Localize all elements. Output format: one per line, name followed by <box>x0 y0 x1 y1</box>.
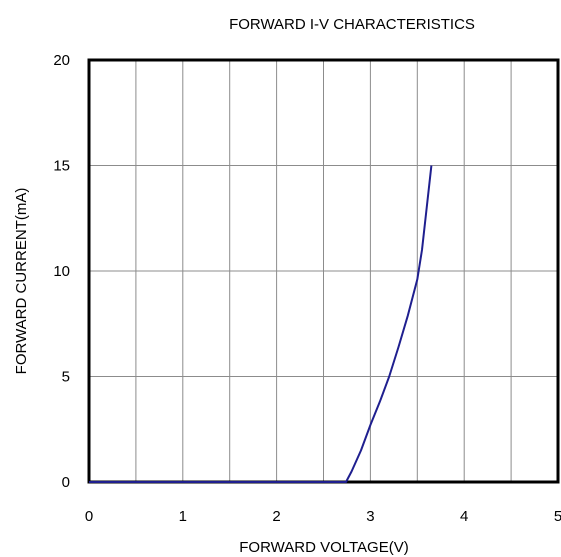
y-tick-labels: 0 5 10 15 20 <box>53 52 70 491</box>
y-tick-label: 10 <box>53 263 70 280</box>
y-tick-label: 0 <box>62 474 70 491</box>
y-tick-label: 15 <box>53 158 70 175</box>
grid <box>89 60 558 482</box>
x-tick-label: 3 <box>366 508 374 525</box>
y-tick-label: 20 <box>53 52 70 69</box>
y-tick-label: 5 <box>62 369 70 386</box>
x-tick-label: 5 <box>554 508 561 525</box>
y-axis-label: FORWARD CURRENT(mA) <box>13 188 30 375</box>
x-tick-label: 1 <box>179 508 187 525</box>
series-line-0 <box>89 165 433 483</box>
x-axis-label: FORWARD VOLTAGE(V) <box>239 539 408 556</box>
series-layer <box>89 165 433 483</box>
chart-title: FORWARD I-V CHARACTERISTICS <box>229 16 475 33</box>
x-tick-labels: 0 1 2 3 4 5 <box>85 508 561 525</box>
x-tick-label: 2 <box>272 508 280 525</box>
x-tick-label: 4 <box>460 508 468 525</box>
x-tick-label: 0 <box>85 508 93 525</box>
